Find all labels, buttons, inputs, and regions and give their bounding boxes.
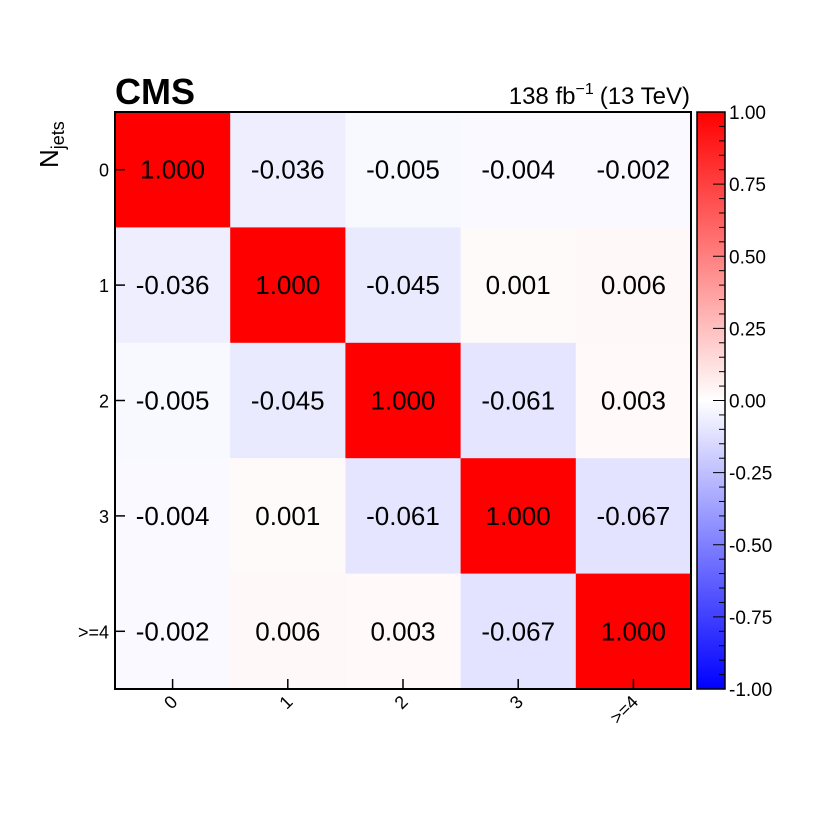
cell-value-label: 0.001: [255, 501, 320, 531]
y-tick-label: 2: [99, 392, 109, 412]
colorbar-tick-label: 1.00: [729, 103, 766, 124]
heatmap-cell: [115, 342, 231, 459]
colorbar: 1.00 0.75 0.50 0.25 0.00 -0.25 -0.50 -0.75 -1.00: [696, 103, 772, 701]
colorbar-tick-label: -0.25: [729, 464, 772, 485]
x-tick-label: 3: [506, 692, 527, 713]
cell-value-label: 0.003: [370, 616, 435, 646]
heatmap-cell: [460, 458, 577, 575]
cell-value-label: 0.001: [486, 270, 551, 300]
cell-value-label: -0.036: [251, 155, 325, 185]
lumi-value: 138 fb: [509, 83, 576, 110]
heatmap-cell: [575, 458, 692, 575]
cell-value-label: 1.000: [370, 386, 435, 416]
heatmap-cell: [575, 112, 692, 228]
heatmap-cell: [460, 342, 577, 459]
colorbar-tick-label: -1.00: [729, 680, 772, 701]
lumi-exponent: −1: [575, 81, 593, 98]
cell-value-label: 0.006: [601, 270, 666, 300]
y-axis-title-main: N: [34, 149, 64, 168]
heatmap-cell: [460, 573, 577, 690]
colorbar-tick-label: 0.00: [729, 392, 766, 413]
y-tick-label: 3: [99, 507, 109, 527]
y-axis-title-sub: jets: [48, 121, 68, 150]
cell-value-label: -0.061: [481, 386, 555, 416]
cell-value-label: -0.005: [366, 155, 440, 185]
heatmap-cell: [345, 342, 462, 459]
heatmap-cell: [575, 227, 692, 344]
cell-value-label: 1.000: [601, 616, 666, 646]
heatmap-cell: [115, 573, 231, 690]
heatmap-cell: [345, 573, 462, 690]
cell-value-label: -0.067: [597, 501, 671, 531]
cell-value-label: -0.004: [481, 155, 555, 185]
heatmap-cell: [460, 227, 577, 344]
heatmap-cell: [230, 227, 346, 344]
heatmap-cell: [345, 112, 462, 228]
cell-value-label: 1.000: [486, 501, 551, 531]
heatmap-cell: [230, 112, 346, 228]
y-tick-label: 0: [99, 161, 109, 181]
heatmap-cells: [115, 112, 692, 690]
y-axis-title: Njets: [34, 121, 68, 168]
x-tick-label: 0: [160, 692, 181, 713]
cell-value-label: 0.006: [255, 616, 320, 646]
y-tick-label: 1: [99, 276, 109, 296]
heatmap-cell: [115, 112, 231, 228]
heatmap-cell: [345, 227, 462, 344]
heatmap-cell: [460, 112, 577, 228]
heatmap-cell: [575, 573, 692, 690]
cell-value-label: -0.002: [136, 616, 210, 646]
cell-value-label: -0.045: [366, 270, 440, 300]
cell-value-label: 1.000: [140, 155, 205, 185]
cell-value-label: -0.045: [251, 386, 325, 416]
heatmap-cell: [230, 342, 346, 459]
cell-value-label: -0.004: [136, 501, 210, 531]
heatmap-cell: [230, 573, 346, 690]
heatmap-cell: [115, 458, 231, 575]
colorbar-tick-label: 0.75: [729, 175, 766, 196]
x-tick-label: >=4: [606, 692, 642, 728]
lumi-energy: (13 TeV): [600, 83, 690, 110]
cell-value-label: -0.002: [597, 155, 671, 185]
x-tick-label: 1: [275, 692, 296, 713]
heatmap-cell: [345, 458, 462, 575]
colorbar-tick-label: -0.75: [729, 608, 772, 629]
heatmap-cell: [115, 227, 231, 344]
cell-value-label: 1.000: [255, 270, 320, 300]
colorbar-tick-label: -0.50: [729, 536, 772, 557]
colorbar-tick-label: 0.50: [729, 247, 766, 268]
colorbar-tick-label: 0.25: [729, 319, 766, 340]
cell-value-label: -0.005: [136, 386, 210, 416]
x-tick-label: 2: [391, 692, 412, 713]
cell-value-labels: 1.000 -0.036 -0.005 -0.004 -0.002 -0.036 1.000…: [136, 155, 671, 647]
heatmap-cell: [575, 342, 692, 459]
cell-value-label: -0.036: [136, 270, 210, 300]
cell-value-label: 0.003: [601, 386, 666, 416]
y-tick-label: >=4: [78, 622, 109, 642]
experiment-label: CMS: [115, 71, 195, 112]
cell-value-label: -0.067: [481, 616, 555, 646]
luminosity-label: 138 fb−1 (13 TeV): [509, 81, 690, 110]
heatmap-cell: [230, 458, 346, 575]
cell-value-label: -0.061: [366, 501, 440, 531]
